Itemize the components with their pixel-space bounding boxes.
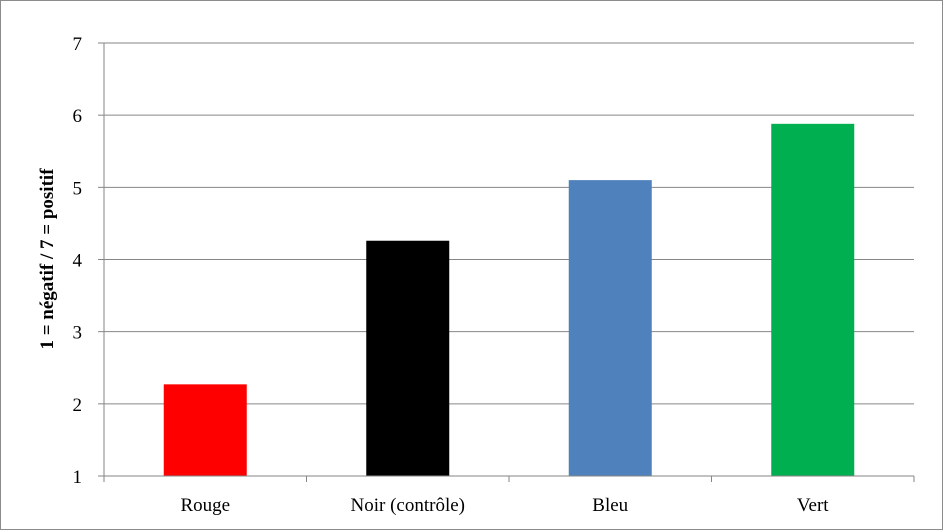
- y-tick-label: 5: [73, 178, 83, 199]
- x-tick-label: Rouge: [180, 495, 230, 516]
- y-tick-label: 7: [73, 34, 83, 55]
- bar: [568, 180, 652, 476]
- y-tick-label: 3: [73, 323, 83, 344]
- y-axis-title: 1 = négatif / 7 = positif: [37, 168, 58, 350]
- y-tick-label: 2: [73, 395, 83, 416]
- bar: [366, 240, 450, 476]
- y-tick-label: 4: [73, 251, 83, 272]
- bar: [771, 123, 855, 477]
- y-tick-label: 6: [73, 106, 83, 127]
- y-tick-labels: 1 2 3 4 5 6 7: [73, 34, 83, 488]
- x-tick-labels: Rouge Noir (contrôle) Bleu Vert: [180, 495, 829, 516]
- y-tick-label: 1: [73, 467, 83, 488]
- bar: [163, 384, 247, 476]
- x-tick-label: Vert: [797, 495, 829, 516]
- x-tick-label: Noir (contrôle): [351, 495, 465, 516]
- bars: [163, 123, 855, 477]
- x-tick-label: Bleu: [592, 495, 628, 516]
- axes: [98, 42, 915, 482]
